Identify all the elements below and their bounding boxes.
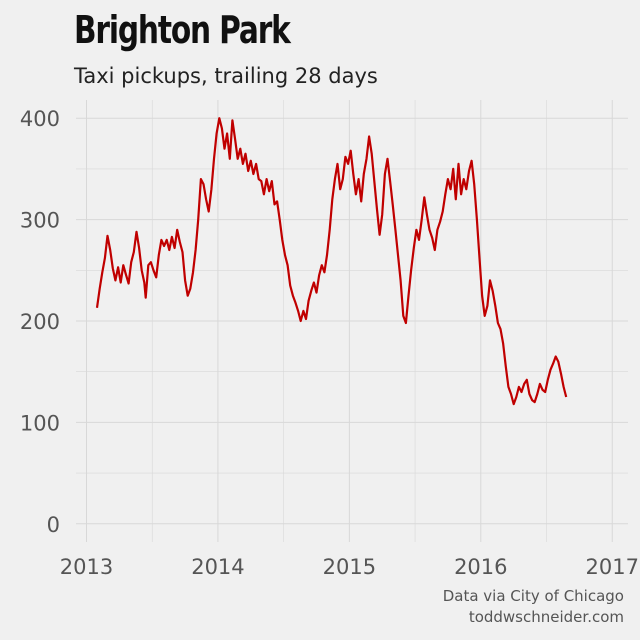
x-tick-label: 2013 [60, 555, 113, 579]
y-tick-label: 400 [20, 107, 60, 131]
grid-major [76, 100, 628, 542]
author-credit: toddwschneider.com [468, 608, 624, 626]
chart-title: Brighton Park [74, 8, 291, 52]
series-line [95, 117, 568, 406]
series-layer [95, 117, 568, 406]
x-tick-label: 2016 [454, 555, 507, 579]
x-tick-label: 2015 [323, 555, 376, 579]
chart-subtitle: Taxi pickups, trailing 28 days [74, 64, 378, 88]
y-tick-label: 0 [47, 513, 60, 537]
y-tick-label: 200 [20, 310, 60, 334]
y-axis-ticks: 0 100 200 300 400 [20, 107, 60, 537]
x-axis-ticks: 2013 2014 2015 2016 2017 [60, 555, 639, 579]
x-tick-label: 2014 [191, 555, 244, 579]
x-tick-label: 2017 [586, 555, 639, 579]
y-tick-label: 100 [20, 411, 60, 435]
data-source-caption: Data via City of Chicago [442, 587, 624, 605]
y-tick-label: 300 [20, 209, 60, 233]
